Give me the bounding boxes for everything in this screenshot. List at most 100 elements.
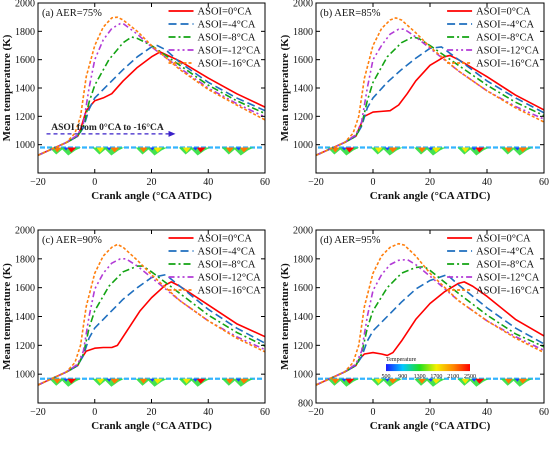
snapshot-shape: [471, 147, 477, 151]
legend-label-2: ASOI=-4°CA: [476, 20, 534, 31]
y-tick-label: 1000: [293, 140, 313, 151]
snapshot-shape: [235, 147, 241, 151]
x-tick-label: 0: [371, 177, 376, 188]
snapshot-shape: [388, 378, 398, 384]
snapshot-shape: [418, 147, 426, 153]
colorbar-tick-label: 2100: [447, 374, 459, 380]
spray-snapshot: [327, 378, 360, 387]
legend-label-1: ASOI=0°CA: [476, 7, 531, 18]
snapshot-shape: [475, 378, 485, 384]
x-tick-label: 60: [539, 177, 549, 188]
snapshot-shape: [432, 378, 441, 384]
x-tick-label: 0: [92, 177, 97, 188]
colorbar-tick-label: 900: [398, 374, 407, 380]
y-tick-label: 1200: [15, 112, 35, 123]
snapshot-shape: [374, 378, 383, 384]
spray-snapshot: [135, 147, 168, 156]
panel-title: (c) AER=90%: [42, 235, 102, 246]
snapshot-shape: [53, 147, 62, 153]
panel-1: −20 0 20 40 60 1000 1200 1400 1600 1800 2000 Crank …: [1, 0, 270, 202]
y-tick-label: 1000: [293, 370, 313, 381]
legend-label-4: ASOI=-12°CA: [198, 273, 262, 284]
y-tick-label: 1800: [15, 254, 35, 265]
spray-snapshot: [92, 378, 125, 387]
colorbar-bar: [386, 364, 470, 372]
snapshot-shape: [461, 147, 470, 153]
x-tick-label: 40: [203, 177, 213, 188]
snapshot-shape: [384, 378, 390, 382]
snapshot-shape: [67, 378, 77, 384]
x-tick-label: 20: [147, 177, 157, 188]
legend-label-1: ASOI=0°CA: [476, 234, 531, 245]
y-tick-label: 1400: [15, 84, 35, 95]
snapshot-shape: [225, 147, 234, 153]
snapshot-shape: [428, 378, 433, 382]
snapshot-shape: [428, 147, 433, 151]
legend-label-2: ASOI=-4°CA: [476, 247, 534, 258]
snapshot-shape: [518, 378, 528, 384]
snapshot-shape: [239, 147, 249, 153]
x-tick-label: 20: [147, 407, 157, 418]
colorbar-tick-label: 500: [382, 374, 391, 380]
snapshot-shape: [384, 147, 390, 151]
legend-label-5: ASOI=-16°CA: [198, 59, 262, 70]
series-line-2: [315, 273, 545, 386]
x-axis-title: Crank angle (°CA ATDC): [91, 190, 212, 202]
y-tick-label: 1200: [15, 341, 35, 352]
panel-3: −20 0 20 40 60 1000 1200 1400 1600 1800 2000 Crank …: [1, 226, 270, 433]
series-line-4: [37, 22, 266, 157]
spray-snapshot: [49, 378, 82, 387]
y-tick-label: 1800: [15, 27, 35, 38]
x-tick-label: −20: [308, 407, 324, 418]
y-tick-label: 1600: [293, 55, 313, 66]
y-tick-label: 1600: [15, 55, 35, 66]
snapshot-shape: [53, 378, 62, 384]
snapshot-shape: [63, 147, 69, 151]
y-tick-label: 1600: [293, 283, 313, 294]
y-tick-label: 2000: [293, 226, 313, 237]
y-tick-label: 1400: [293, 84, 313, 95]
snapshot-shape: [331, 147, 340, 153]
spray-snapshot: [500, 147, 533, 156]
snapshot-shape: [149, 378, 155, 382]
series-line-5: [37, 243, 266, 386]
series-line-5: [315, 242, 545, 386]
snapshot-shape: [139, 147, 148, 153]
y-axis-title: Mean temperature (K): [279, 263, 291, 370]
legend-label-4: ASOI=-12°CA: [198, 46, 262, 57]
snapshot-shape: [388, 147, 398, 153]
legend-label-3: ASOI=-8°CA: [198, 260, 256, 271]
spray-snapshot: [370, 378, 403, 387]
snapshot-shape: [153, 147, 163, 153]
series-line-3: [37, 36, 266, 157]
spray-snapshot: [221, 378, 254, 387]
y-tick-label: 1000: [15, 370, 35, 381]
spray-snapshot: [178, 147, 211, 156]
legend-label-2: ASOI=-4°CA: [198, 20, 256, 31]
panel-title: (d) AER=95%: [320, 235, 381, 246]
x-tick-label: −20: [308, 177, 324, 188]
snapshot-shape: [514, 147, 520, 151]
snapshot-shape: [153, 378, 163, 384]
legend-label-4: ASOI=-12°CA: [476, 273, 540, 284]
spray-snapshot: [414, 378, 446, 387]
snapshot-shape: [432, 147, 441, 153]
spray-snapshot: [370, 147, 403, 156]
series-line-5: [315, 17, 545, 157]
snapshot-shape: [341, 147, 347, 151]
legend-label-3: ASOI=-8°CA: [476, 33, 534, 44]
spray-snapshot: [500, 378, 533, 387]
colorbar-tick-label: 1700: [430, 374, 442, 380]
y-tick-label: 1800: [293, 254, 313, 265]
y-tick-label: 1200: [293, 112, 313, 123]
series-line-4: [315, 258, 545, 386]
y-tick-label: 1600: [15, 283, 35, 294]
y-tick-label: 2000: [15, 226, 35, 237]
x-tick-label: 40: [482, 407, 492, 418]
snapshot-shape: [196, 378, 206, 384]
spray-snapshot: [49, 147, 82, 156]
snapshot-shape: [63, 378, 69, 382]
snapshot-shape: [345, 378, 355, 384]
x-axis-title: Crank angle (°CA ATDC): [370, 190, 491, 202]
spray-snapshot: [457, 147, 490, 156]
